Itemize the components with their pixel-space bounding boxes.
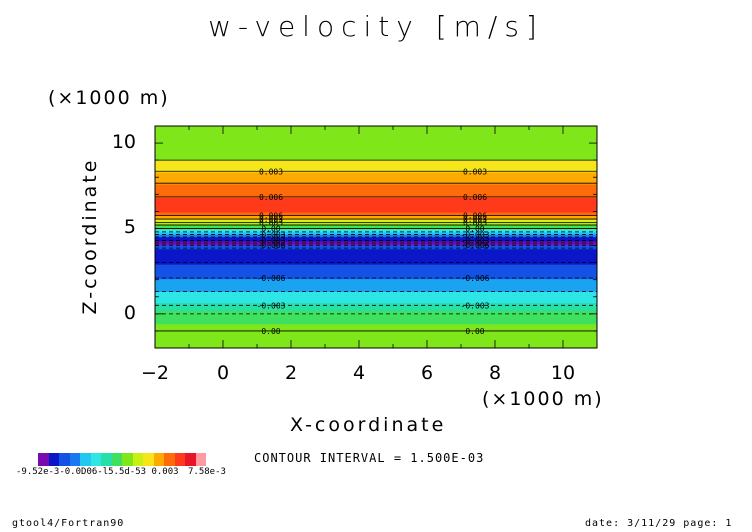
contour-band [155, 172, 597, 185]
colorbar-swatch [174, 453, 185, 466]
contour-label: -0.006 [461, 241, 490, 250]
contour-label: -0.006 [461, 274, 490, 283]
contour-band [155, 248, 597, 265]
contour-label: -0.003 [257, 301, 286, 310]
axis-ticks [154, 125, 598, 349]
contour-band [155, 184, 597, 199]
colorbar-swatch [143, 453, 154, 466]
contour-label: -0.003 [257, 230, 286, 239]
contour-label: 0.003 [463, 218, 487, 227]
colorbar-swatch [90, 453, 101, 466]
contour-label: 0.006 [259, 193, 283, 202]
colorbar-swatch [122, 453, 133, 466]
contour-label: -0.003 [461, 236, 490, 245]
colorbar-swatch [195, 453, 206, 466]
chart-title: w-velocity [m/s] [208, 10, 544, 43]
contour-band [155, 219, 597, 222]
x-tick-label: 4 [352, 362, 366, 384]
contour-band [155, 225, 597, 230]
x-tick-label: 6 [420, 362, 434, 384]
contour-label: 0.00 [261, 327, 280, 336]
contour-band [155, 215, 597, 220]
contour-band [155, 229, 597, 233]
colorbar-swatch [69, 453, 80, 466]
contour-label: 0.00 [465, 327, 484, 336]
contour-label: 0.00 [261, 224, 280, 233]
x-tick-label: 0 [216, 362, 230, 384]
colorbar-swatch [153, 453, 164, 466]
y-tick-label: 0 [123, 301, 136, 324]
contour-band [155, 310, 597, 325]
contour-band [155, 126, 597, 161]
contour-label: 0.00 [465, 224, 484, 233]
x-axis-label: X-coordinate [290, 414, 447, 436]
contour-label: 0.006 [259, 212, 283, 221]
y-axis-unit: (×1000 m) [48, 87, 170, 109]
x-tick-label: 10 [550, 362, 576, 384]
x-tick-label: −2 [140, 362, 169, 384]
contour-band [155, 324, 597, 349]
colorbar-swatch [164, 453, 175, 466]
contour-label: 0.006 [463, 212, 487, 221]
contour-lines: 0.00 0.00-0.003 -0.003-0.006 -0.006-0.006 -0… [155, 159, 597, 336]
plot-frame [154, 125, 598, 349]
contour-label: -0.006 [257, 241, 286, 250]
contour-band [155, 212, 597, 216]
colorbar [38, 451, 206, 470]
contour-band [155, 278, 597, 292]
contour-band [155, 231, 597, 235]
contour-interval: CONTOUR INTERVAL = 1.500E-03 [254, 451, 485, 465]
contour-band [155, 302, 597, 311]
contour-band [155, 160, 597, 173]
contour-label: 0.003 [463, 167, 487, 176]
colorbar-swatch [185, 453, 196, 466]
x-tick-label: 8 [488, 362, 502, 384]
colorbar-swatch [111, 453, 122, 466]
contour-band [155, 244, 597, 250]
contour-label: 0.003 [259, 218, 283, 227]
contour-band [155, 264, 597, 280]
contour-label: 0.003 [259, 215, 283, 224]
contour-band [155, 197, 597, 213]
contour-label: -0.003 [461, 301, 490, 310]
footer-right: date: 3/11/29 page: 1 [585, 518, 733, 529]
contour-label: 0.006 [463, 193, 487, 202]
colorbar-swatch [132, 453, 143, 466]
contour-band [155, 234, 597, 238]
contour-label: 0.003 [463, 215, 487, 224]
colorbar-max-label: 7.58e-3 [188, 467, 226, 477]
colorbar-swatch [80, 453, 91, 466]
contour-label: -0.006 [257, 274, 286, 283]
footer-left: gtool4/Fortran90 [12, 518, 125, 529]
colorbar-labels: -9.52e-3-0.0D06-l5.5d-53 0.003 [16, 467, 179, 477]
colorbar-swatch [48, 453, 59, 466]
colorbar-swatch [59, 453, 70, 466]
colorbar-swatch [101, 453, 112, 466]
contour-band [155, 237, 597, 242]
colorbar-swatch [38, 453, 49, 466]
contour-label: 0.003 [259, 167, 283, 176]
x-axis-unit: (×1000 m) [482, 388, 604, 410]
contour-band [155, 291, 597, 304]
x-tick-label: 2 [284, 362, 298, 384]
y-tick-label: 5 [123, 216, 136, 239]
y-tick-label: 10 [111, 131, 136, 154]
contour-label: -0.003 [257, 236, 286, 245]
contour-label: -0.003 [461, 230, 490, 239]
